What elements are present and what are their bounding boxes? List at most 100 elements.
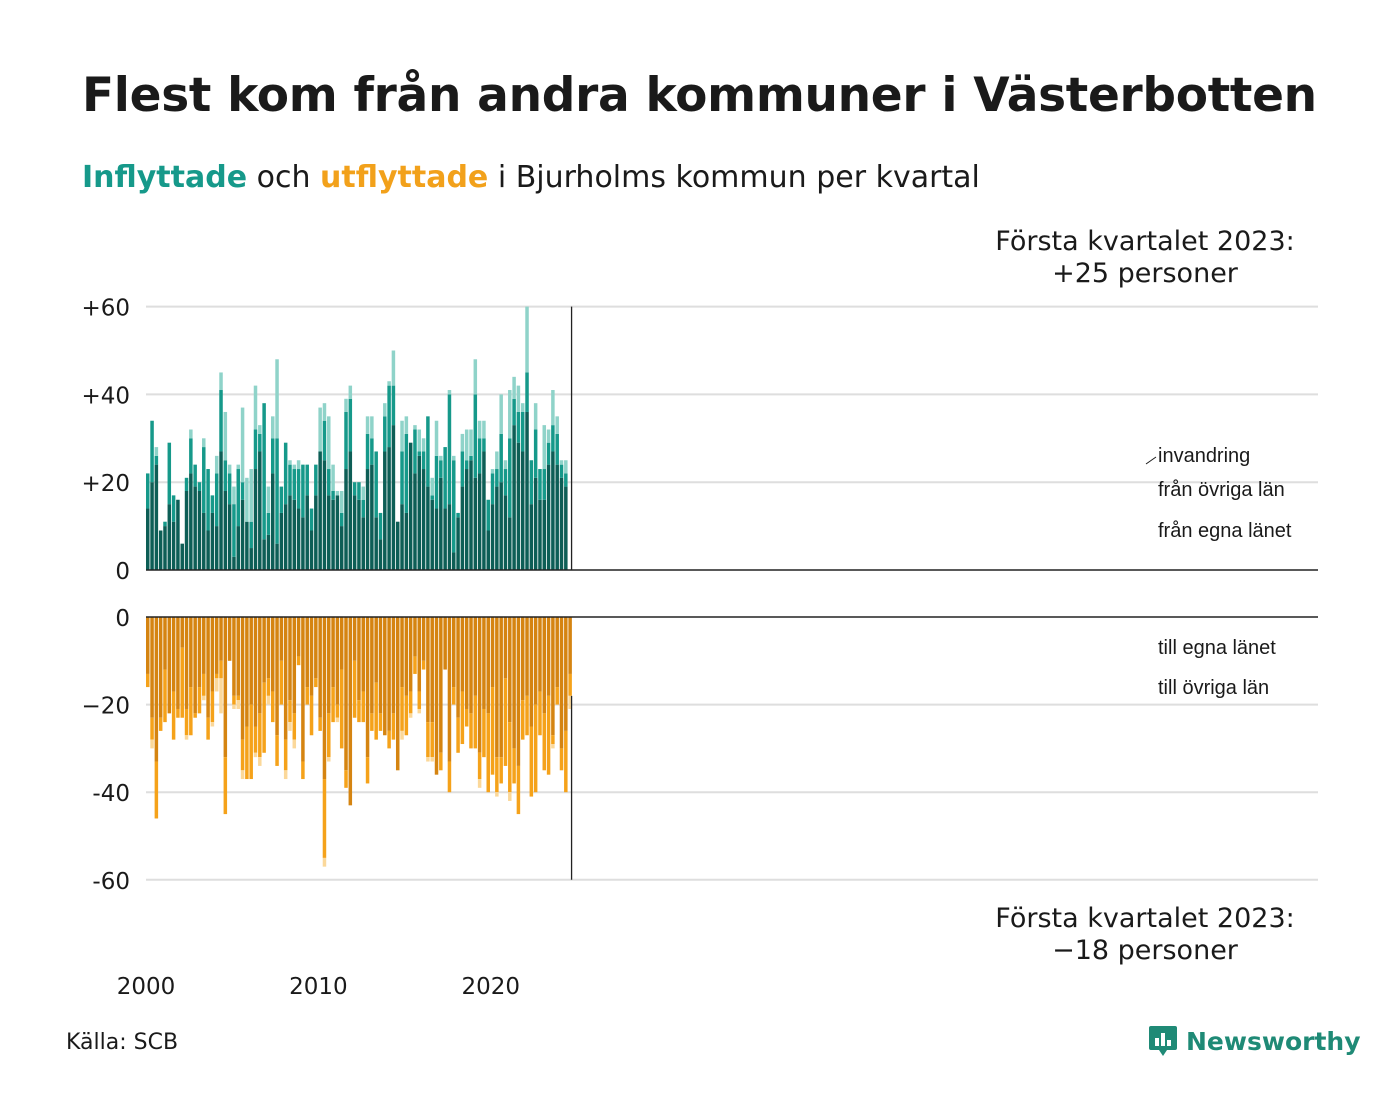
in-bar-other	[223, 460, 228, 491]
out-bar-own	[395, 617, 400, 771]
out-bar-own	[533, 617, 538, 705]
in-bar-other	[546, 442, 551, 465]
in-bar-own	[236, 526, 241, 570]
in-bar-immig	[266, 486, 271, 513]
in-bar-immig	[413, 425, 417, 430]
in-bar-immig	[270, 416, 275, 439]
in-bar-immig	[154, 447, 159, 456]
out-bar-other	[439, 752, 443, 771]
out-bar-emig	[322, 857, 327, 867]
out-bar-own	[253, 617, 258, 727]
out-bar-other	[508, 722, 512, 793]
out-bar-own	[365, 617, 370, 758]
in-bar-own	[245, 521, 249, 570]
out-bar-other	[421, 660, 426, 670]
chart-subtitle: Inflyttade och utflyttade i Bjurholms ko…	[82, 160, 980, 195]
out-bar-own	[202, 617, 206, 674]
in-bar-own	[348, 451, 353, 570]
out-bar-other	[542, 713, 547, 771]
in-bar-own	[477, 473, 482, 570]
in-bar-other	[357, 482, 361, 500]
in-bar-immig	[258, 425, 262, 434]
in-bar-other	[456, 512, 460, 518]
out-bar-own	[210, 617, 215, 692]
in-bar-own	[439, 477, 443, 570]
in-bar-immig	[227, 464, 232, 474]
in-bar-immig	[348, 385, 353, 399]
out-bar-own	[150, 617, 154, 718]
in-bar-other	[542, 469, 547, 500]
out-bar-own	[146, 617, 150, 674]
in-bar-own	[249, 548, 253, 570]
out-bar-own	[214, 617, 219, 674]
in-bar-other	[184, 477, 189, 491]
in-bar-own	[538, 499, 542, 570]
in-bar-immig	[551, 390, 555, 426]
out-bar-emig	[568, 695, 572, 709]
in-bar-own	[413, 473, 417, 570]
in-bar-other	[236, 469, 241, 527]
in-bar-own	[452, 552, 456, 570]
out-bar-other	[309, 695, 314, 736]
in-bar-immig	[564, 460, 568, 474]
out-bar-other	[430, 722, 434, 758]
brand-name: Newsworthy	[1186, 1026, 1361, 1056]
in-bar-own	[344, 469, 348, 570]
in-bar-own	[404, 512, 409, 570]
in-bar-other	[361, 499, 365, 518]
out-bar-own	[322, 617, 327, 780]
out-bar-other	[551, 735, 555, 745]
out-bar-own	[288, 617, 292, 701]
out-bar-other	[370, 713, 374, 731]
out-bar-own	[262, 617, 266, 683]
out-bar-other	[555, 687, 559, 705]
in-bar-own	[214, 526, 219, 570]
in-y-tick-label: +60	[81, 296, 130, 322]
in-bar-immig	[464, 429, 469, 461]
out-bar-own	[400, 617, 404, 688]
out-bar-own	[434, 617, 439, 775]
in-bar-other	[421, 451, 426, 470]
in-bar-immig	[495, 451, 499, 470]
out-bar-other	[331, 687, 335, 723]
out-bar-own	[378, 617, 383, 714]
out-bar-own	[482, 617, 486, 709]
in-bar-own	[546, 464, 551, 570]
out-series-label: till övriga län	[1158, 677, 1269, 699]
in-bar-other	[193, 464, 197, 487]
in-bar-other	[227, 473, 232, 505]
in-bar-own	[322, 460, 327, 570]
in-bar-own	[154, 464, 159, 570]
in-bar-own	[357, 499, 361, 570]
out-bar-own	[305, 617, 309, 688]
in-bar-other	[154, 455, 159, 465]
in-bar-other	[533, 429, 538, 478]
in-bar-other	[210, 495, 215, 513]
in-bar-own	[193, 486, 197, 570]
in-bar-other	[275, 438, 279, 544]
out-y-tick-label: -40	[92, 781, 130, 807]
out-bar-other	[236, 695, 241, 701]
in-bar-own	[430, 499, 434, 570]
out-bar-other	[464, 708, 469, 727]
in-bar-immig	[469, 429, 473, 456]
out-bar-emig	[214, 678, 219, 692]
newsworthy-logo-icon	[1149, 1026, 1177, 1056]
out-bar-own	[189, 617, 193, 688]
in-bar-other	[460, 451, 465, 487]
in-bar-other	[452, 460, 456, 553]
in-bar-immig	[240, 407, 245, 483]
out-bar-other	[559, 748, 564, 771]
out-bar-other	[163, 669, 167, 723]
out-bar-own	[227, 617, 232, 661]
out-bar-own	[568, 617, 572, 674]
in-bar-own	[258, 451, 262, 570]
in-bar-own	[443, 508, 447, 570]
out-bar-other	[365, 757, 370, 784]
in-bar-immig	[516, 385, 521, 412]
in-bar-immig	[404, 416, 409, 434]
out-bar-own	[154, 617, 159, 762]
out-bar-other	[486, 713, 490, 793]
out-y-tick-label: −20	[81, 694, 130, 720]
in-bar-other	[214, 473, 219, 527]
